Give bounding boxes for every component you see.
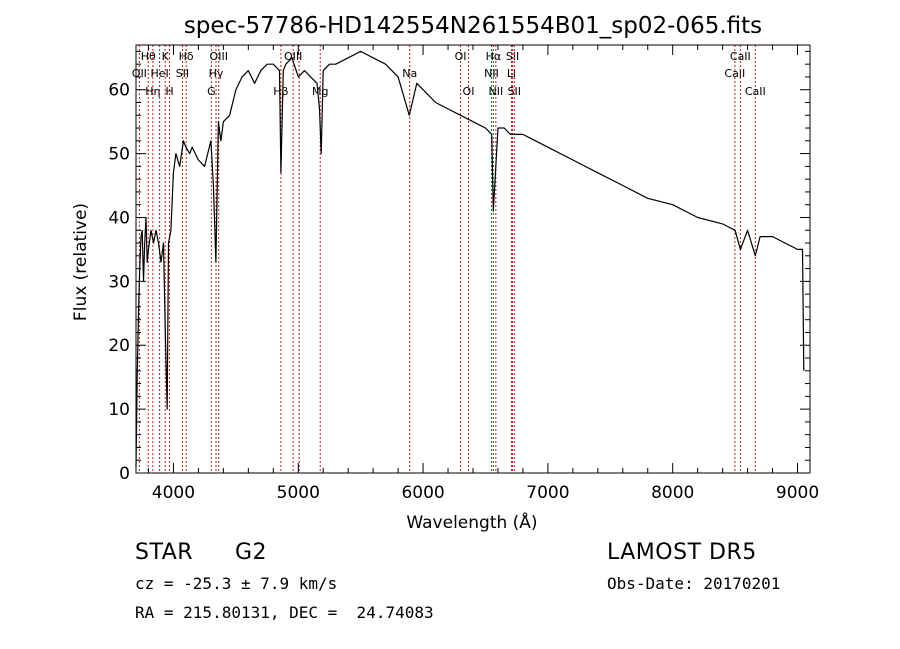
line-marker-label: Hγ <box>209 67 224 80</box>
x-tick-label: 9000 <box>776 483 819 503</box>
chart-title: spec-57786-HD142554N261554B01_sp02-065.f… <box>184 13 762 39</box>
plot-frame <box>135 44 811 474</box>
y-tick-label: 40 <box>108 208 130 228</box>
line-marker-label: OI <box>463 85 475 98</box>
line-marker-label: NII <box>484 67 499 80</box>
y-tick-label: 60 <box>108 81 130 101</box>
line-marker-label: Mg <box>312 85 328 98</box>
line-marker-label: Hη <box>145 85 160 98</box>
line-marker-label: K <box>162 50 170 63</box>
y-tick-label: 20 <box>108 336 130 356</box>
line-marker-label: OIII <box>210 50 228 63</box>
y-tick-label: 30 <box>108 272 130 292</box>
x-tick-label: 4000 <box>152 483 195 503</box>
line-marker-label: G <box>207 85 216 98</box>
line-marker-label: CaII <box>730 50 751 63</box>
coordinates: RA = 215.80131, DEC = 24.74083 <box>135 603 434 622</box>
object-class: STAR <box>135 540 194 565</box>
line-marker-label: SII <box>508 85 521 98</box>
axes: 4000 5000 6000 7000 8000 9000 0 10 20 30 40 50 60 <box>108 44 819 503</box>
y-tick-label: 10 <box>108 400 130 420</box>
line-markers: OIIHθHηHeIKHSIIHδGHγOIIIHβOIIIMgNaOIOINI… <box>132 45 766 473</box>
spectrum-line <box>135 50 805 467</box>
x-tick-label: 6000 <box>401 483 444 503</box>
survey-name: LAMOST DR5 <box>607 540 757 565</box>
line-marker-label: H <box>165 85 173 98</box>
line-marker-label: OI <box>455 50 467 63</box>
x-axis-label: Wavelength (Å) <box>406 511 537 533</box>
line-marker-label: SII <box>506 50 519 63</box>
obs-date: Obs-Date: 20170201 <box>607 574 781 593</box>
x-tick-label: 5000 <box>277 483 320 503</box>
line-marker-label: OIII <box>284 50 302 63</box>
line-marker-label: Hθ <box>141 50 156 63</box>
line-marker-label: HeI <box>150 67 168 80</box>
y-tick-label: 50 <box>108 145 130 165</box>
spectrum-series <box>135 50 805 467</box>
line-marker-label: Hβ <box>273 85 288 98</box>
object-subclass: G2 <box>235 540 268 565</box>
line-marker-label: SII <box>176 67 189 80</box>
line-marker-label: Na <box>402 67 417 80</box>
line-marker-label: Hδ <box>179 50 194 63</box>
redshift-value: cz = -25.3 ± 7.9 km/s <box>135 574 338 593</box>
line-marker-label: CaII <box>724 67 745 80</box>
x-tick-label: 7000 <box>526 483 569 503</box>
y-axis-label: Flux (relative) <box>71 203 91 321</box>
line-marker-label: CaII <box>745 85 766 98</box>
line-marker-label: Li <box>507 67 516 80</box>
x-tick-label: 8000 <box>651 483 694 503</box>
line-marker-label: OII <box>132 67 147 80</box>
y-tick-label: 0 <box>119 464 130 484</box>
line-marker-label: Hα <box>486 50 502 63</box>
line-marker-label: NII <box>488 85 503 98</box>
